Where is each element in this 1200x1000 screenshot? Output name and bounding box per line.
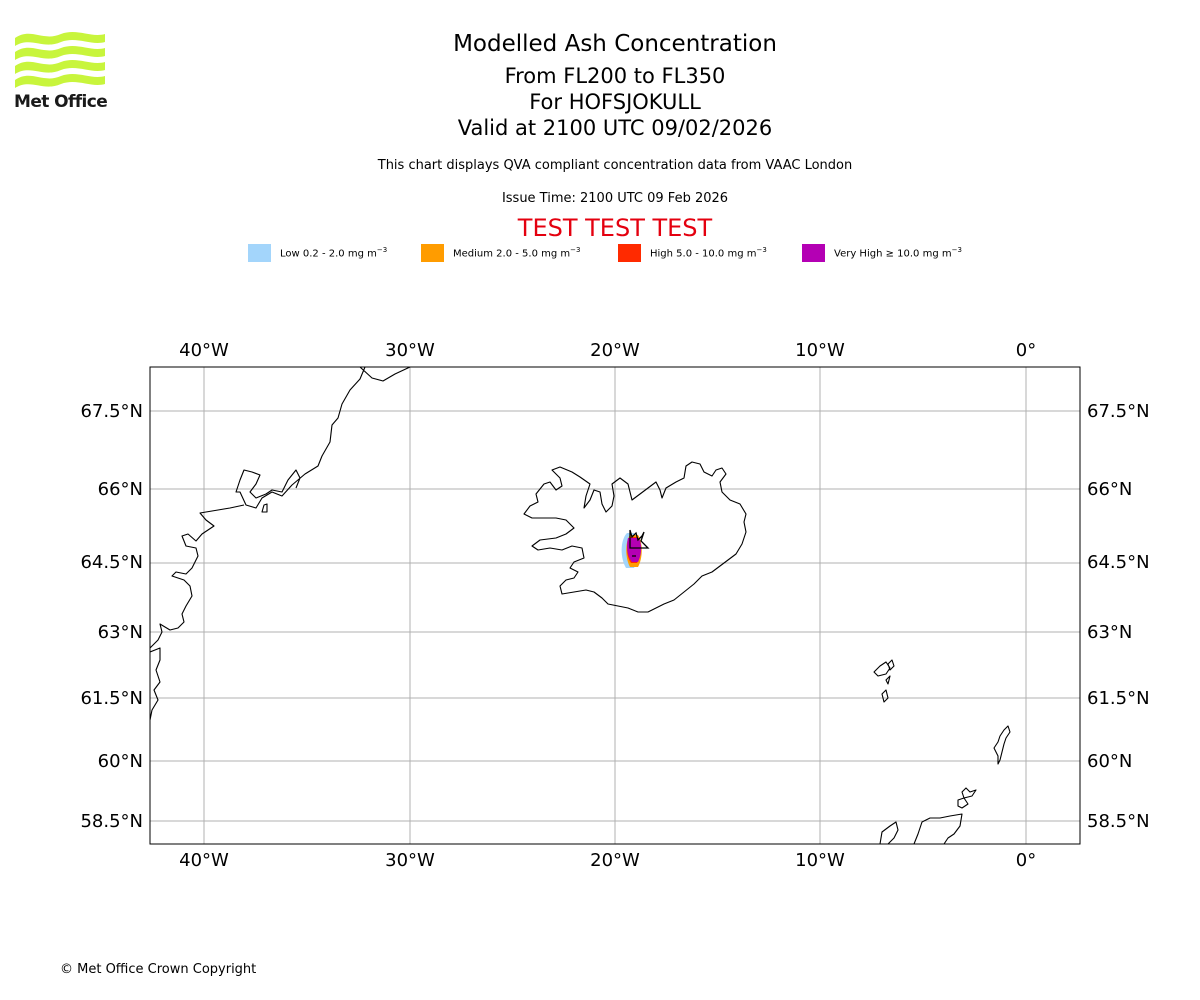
scotland-coastline [879, 813, 963, 844]
lon-label-top-30w: 30°W [385, 340, 435, 361]
map-frame [149, 366, 1081, 845]
lon-label-top-10w: 10°W [795, 340, 845, 361]
issue-time: Issue Time: 2100 UTC 09 Feb 2026 [501, 191, 729, 206]
legend-swatch-very-high [802, 244, 825, 262]
lat-label-left-64-5n: 64.5°N [80, 552, 143, 573]
volcano-name: For HOFSJOKULL [529, 90, 701, 114]
shetland-coastline [993, 725, 1011, 765]
lat-label-right-64-5n: 64.5°N [1087, 552, 1150, 573]
lat-label-right-58-5n: 58.5°N [1087, 811, 1150, 832]
legend-label-very-high: Very High ≥ 10.0 mg m−3 [834, 246, 962, 260]
legend-swatch-medium [421, 244, 444, 262]
lon-label-bottom-0: 0° [1016, 850, 1036, 871]
test-banner: TEST TEST TEST [517, 214, 713, 242]
chart-title: Modelled Ash Concentration [453, 31, 777, 57]
lon-label-top-0: 0° [1016, 340, 1036, 361]
longitude-labels-bottom: 40°W 30°W 20°W 10°W 0° [179, 850, 1036, 871]
legend-swatch-high [618, 244, 641, 262]
legend-label-high: High 5.0 - 10.0 mg m−3 [650, 246, 767, 260]
lat-label-left-58-5n: 58.5°N [80, 811, 143, 832]
latitude-labels-right: 67.5°N 66°N 64.5°N 63°N 61.5°N 60°N 58.5… [1087, 401, 1150, 832]
flight-levels: From FL200 to FL350 [504, 64, 726, 88]
lat-label-left-63n: 63°N [98, 622, 143, 643]
lon-label-top-20w: 20°W [590, 340, 640, 361]
latitude-labels-left: 67.5°N 66°N 64.5°N 63°N 61.5°N 60°N 58.5… [80, 401, 143, 832]
lat-label-left-61-5n: 61.5°N [80, 688, 143, 709]
lat-label-right-60n: 60°N [1087, 751, 1132, 772]
lon-label-bottom-10w: 10°W [795, 850, 845, 871]
valid-time: Valid at 2100 UTC 09/02/2026 [457, 116, 773, 140]
lat-label-left-60n: 60°N [98, 751, 143, 772]
logo-text: Met Office [14, 92, 108, 112]
lat-label-left-66n: 66°N [98, 479, 143, 500]
longitude-labels-top: 40°W 30°W 20°W 10°W 0° [179, 340, 1036, 361]
lon-label-top-40w: 40°W [179, 340, 229, 361]
legend-label-low: Low 0.2 - 2.0 mg m−3 [280, 246, 388, 260]
legend-swatch-low [248, 244, 271, 262]
orkney-coastline [957, 787, 977, 809]
lat-label-right-63n: 63°N [1087, 622, 1132, 643]
lat-label-right-61-5n: 61.5°N [1087, 688, 1150, 709]
faroe-islands-coastline [873, 659, 895, 703]
compliance-note: This chart displays QVA compliant concen… [377, 158, 853, 173]
lat-label-right-66n: 66°N [1087, 479, 1132, 500]
ash-plume [621, 529, 650, 568]
lat-label-right-67-5n: 67.5°N [1087, 401, 1150, 422]
lon-label-bottom-40w: 40°W [179, 850, 229, 871]
lon-label-bottom-30w: 30°W [385, 850, 435, 871]
met-office-logo [15, 32, 105, 88]
copyright: © Met Office Crown Copyright [60, 962, 257, 977]
iceland-coastline [523, 461, 747, 613]
glacier-outline [629, 529, 650, 557]
legend-label-medium: Medium 2.0 - 5.0 mg m−3 [453, 246, 581, 260]
greenland-coastline [150, 367, 425, 721]
lon-label-bottom-20w: 20°W [590, 850, 640, 871]
lat-label-left-67-5n: 67.5°N [80, 401, 143, 422]
